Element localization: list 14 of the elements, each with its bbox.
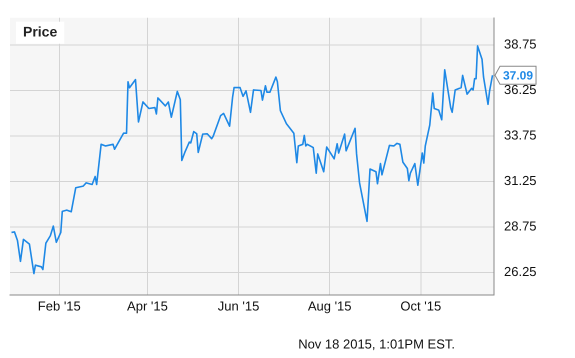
y-tick-label: 26.25: [504, 264, 537, 279]
x-tick-label: Jun '15: [218, 298, 260, 314]
x-tick-label: Aug '15: [308, 298, 352, 314]
y-tick-label: 36.25: [504, 82, 537, 98]
text: Nov 18 2015, 1:01PM EST.: [298, 336, 455, 352]
x-tick-label: Feb '15: [38, 298, 81, 314]
y-tick-label: 31.25: [504, 172, 537, 188]
y-tick-label: 38.75: [504, 36, 537, 52]
x-tick-label: Apr '15: [127, 298, 168, 314]
y-tick-label: 28.75: [504, 218, 537, 234]
annotation: 37.09: [503, 68, 534, 83]
chart-title: Price: [23, 24, 58, 40]
x-tick-label: Oct '15: [400, 298, 442, 314]
y-tick-label: 33.75: [504, 128, 537, 143]
